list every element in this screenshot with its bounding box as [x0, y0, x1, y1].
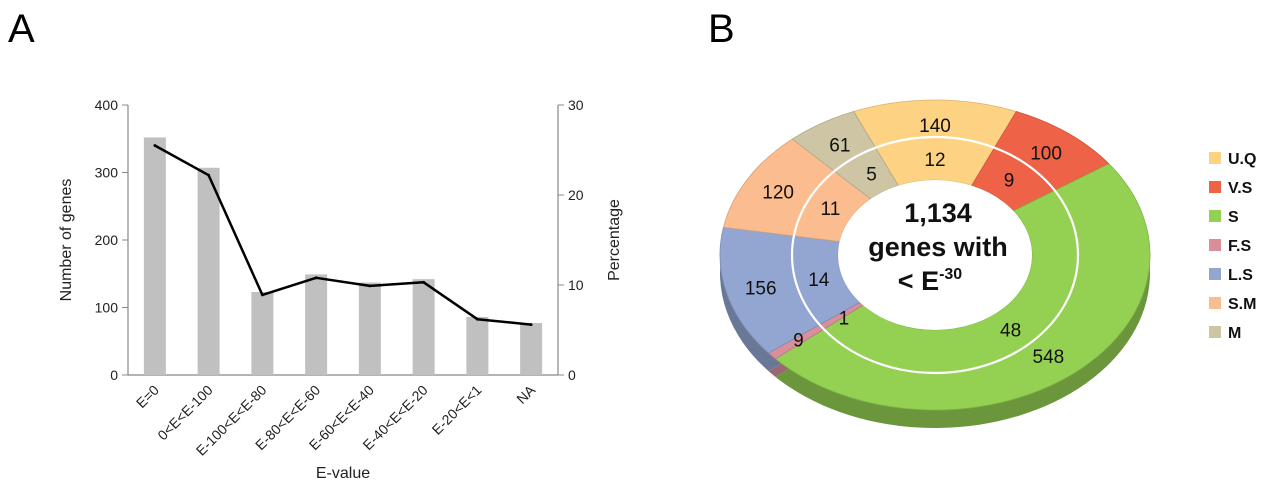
right-y-tick-label: 10 — [568, 277, 584, 293]
left-y-tick-label: 100 — [95, 300, 119, 316]
legend-swatch-U.Q — [1209, 152, 1221, 164]
outer-label-S: 548 — [1033, 347, 1065, 368]
panel-b-letter: B — [708, 7, 735, 51]
inner-label-S.M: 11 — [821, 199, 841, 220]
right-y-axis-title: Percentage — [606, 199, 623, 281]
center-line-1: 1,134 — [904, 198, 972, 228]
line-point-5 — [422, 280, 426, 284]
bar-7 — [520, 323, 543, 375]
legend-label-F.S: F.S — [1228, 238, 1251, 255]
bar-line-chart: E=00<E<E-100E-100<E<E-80E-80<E<E-60E-60<… — [58, 97, 623, 482]
inner-label-U.Q: 12 — [924, 150, 945, 171]
center-line-3-text: < E — [898, 266, 939, 296]
inner-label-V.S: 9 — [1004, 170, 1015, 191]
outer-label-M: 61 — [829, 136, 850, 157]
left-y-tick-label: 0 — [110, 367, 118, 383]
center-line-3: < E-30 — [898, 266, 963, 296]
x-tick-label: E=0 — [133, 382, 162, 411]
center-line-2: genes with — [868, 232, 1008, 262]
center-line-3-superscript: -30 — [939, 266, 962, 283]
bar-4 — [358, 282, 381, 375]
line-point-7 — [529, 323, 533, 326]
legend-swatch-S — [1209, 210, 1221, 222]
outer-label-U.Q: 140 — [919, 116, 951, 137]
left-y-axis-title: Number of genes — [58, 179, 75, 302]
legend-label-S: S — [1228, 209, 1239, 226]
inner-label-M: 5 — [866, 165, 877, 186]
legend-swatch-F.S — [1209, 239, 1221, 251]
bar-5 — [412, 279, 435, 375]
bar-6 — [466, 316, 489, 375]
legend-swatch-S.M — [1209, 297, 1221, 309]
donut-chart: 140 12 100 9 548 48 9 1 156 14 120 11 61 5 1,134 gene… — [719, 99, 1256, 429]
legend-label-S.M: S.M — [1228, 296, 1256, 313]
bar-3 — [305, 274, 328, 375]
legend-swatch-L.S — [1209, 268, 1221, 280]
inner-label-L.S: 14 — [808, 270, 830, 291]
x-tick-label: E-20<E<1 — [429, 382, 485, 438]
legend-label-M: M — [1228, 325, 1241, 342]
outer-label-F.S: 9 — [793, 331, 804, 352]
x-axis-title: E-value — [316, 465, 370, 482]
line-point-2 — [260, 293, 264, 297]
left-y-tick-label: 200 — [95, 232, 119, 248]
bar-2 — [251, 291, 274, 375]
right-y-tick-label: 0 — [568, 367, 576, 383]
right-y-tick-label: 20 — [568, 187, 584, 203]
line-point-1 — [207, 173, 211, 177]
legend-label-U.Q: U.Q — [1228, 151, 1256, 168]
legend: U.Q V.S S F.S L.S S.M M — [1209, 151, 1256, 342]
inner-ring-outline — [790, 135, 1080, 375]
right-y-tick-label: 30 — [568, 97, 584, 113]
legend-swatch-V.S — [1209, 181, 1221, 193]
x-tick-label: NA — [513, 381, 539, 407]
line-point-0 — [153, 144, 157, 147]
panel-a-letter: A — [8, 7, 35, 51]
line-point-4 — [368, 284, 372, 288]
outer-label-S.M: 120 — [762, 182, 794, 203]
donut-hole — [838, 180, 1032, 330]
outer-label-V.S: 100 — [1030, 144, 1062, 165]
line-point-6 — [475, 317, 479, 321]
bar-1 — [197, 167, 220, 375]
left-y-tick-label: 400 — [95, 97, 119, 113]
percentage-line — [154, 144, 532, 326]
inner-label-F.S: 1 — [839, 309, 850, 330]
line-point-3 — [314, 276, 318, 280]
legend-label-L.S: L.S — [1228, 267, 1253, 284]
left-y-tick-label: 300 — [95, 165, 119, 181]
outer-label-L.S: 156 — [745, 278, 777, 299]
inner-label-S: 48 — [1000, 321, 1021, 342]
legend-label-V.S: V.S — [1228, 180, 1253, 197]
legend-swatch-M — [1209, 326, 1221, 338]
center-label: 1,134 genes with < E-30 — [868, 198, 1008, 296]
bar-0 — [143, 137, 166, 375]
